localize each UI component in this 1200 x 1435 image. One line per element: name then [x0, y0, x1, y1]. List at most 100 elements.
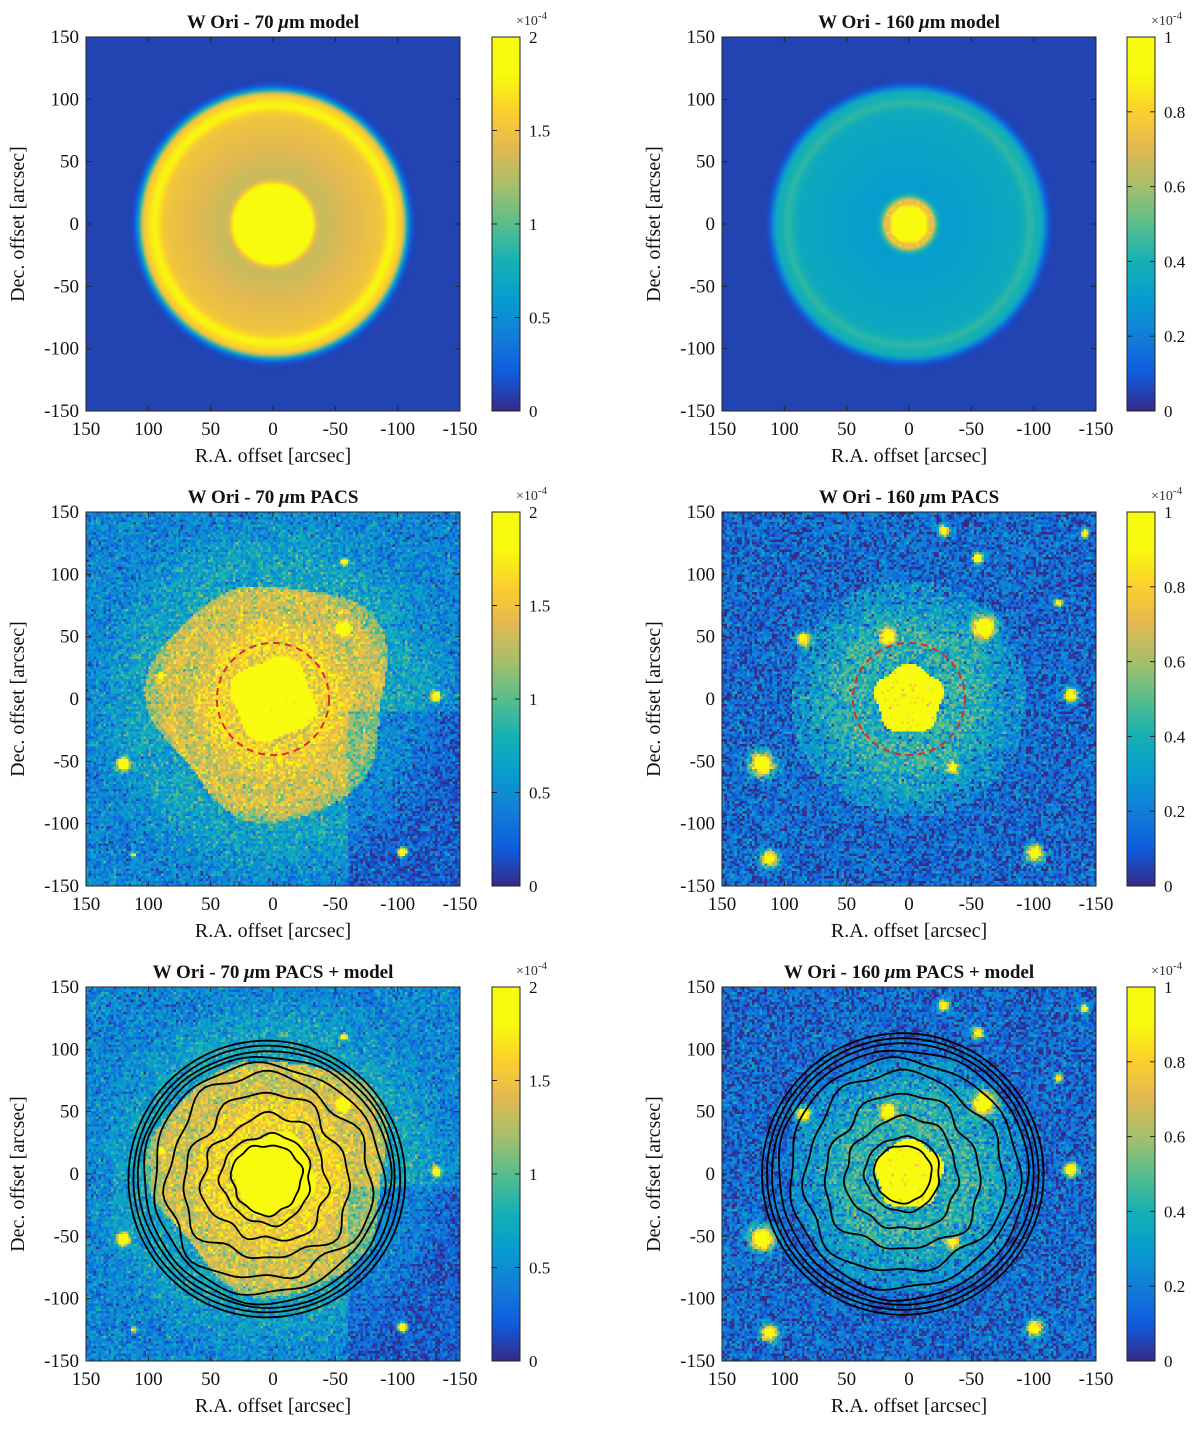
contour-line: [760, 1032, 1045, 1316]
y-tick-label: -50: [54, 276, 79, 297]
dashed-aperture-circle: [851, 641, 967, 757]
colorbar-tick-label: 0.4: [1164, 252, 1186, 271]
x-tick-label: 0: [904, 894, 914, 915]
y-tick-label: 150: [687, 977, 716, 998]
y-tick-label: -150: [44, 876, 79, 897]
y-tick-label: -50: [690, 1226, 715, 1247]
colorbar-tick-label: 0.8: [1164, 578, 1185, 597]
colorbar-tick-label: 1: [1164, 503, 1173, 522]
contour-line: [770, 1042, 1035, 1306]
y-axis-label: Dec. offset [arcsec]: [643, 621, 665, 777]
colorbar-exponent: ×10-4: [516, 10, 548, 29]
panel-p4: 150 100 50 0 -50 -100 -150150100500-50-100-150…: [643, 485, 1186, 942]
colorbar-tick-label: 1: [529, 1165, 538, 1184]
colorbar: [1126, 986, 1156, 1362]
colorbar-tick-label: 1: [529, 690, 538, 709]
x-tick-label: 150: [72, 419, 101, 440]
y-tick-label: 100: [51, 1039, 80, 1060]
contour-line: [777, 1049, 1030, 1302]
panel-title: W Ori - 160 μm PACS: [819, 487, 999, 508]
panel-p2: 150 100 50 0 -50 -100 -150150100500-50-100-150…: [643, 10, 1186, 467]
colorbar-tick-label: 0: [529, 877, 538, 896]
colorbar-tick-label: 0: [1164, 402, 1173, 421]
panel-p5: 150 100 50 0 -50 -100 -150150100500-50-100-150…: [7, 960, 550, 1417]
y-tick-label: 100: [51, 564, 80, 585]
x-axis-label: R.A. offset [arcsec]: [831, 920, 987, 942]
x-tick-label: 150: [708, 419, 737, 440]
y-tick-label: 0: [706, 214, 716, 235]
colorbar-tick-label: 0.2: [1164, 327, 1185, 346]
y-axis-label: Dec. offset [arcsec]: [7, 1096, 29, 1252]
colorbar-tick-label: 0.6: [1164, 178, 1185, 197]
y-tick-label: 50: [696, 627, 715, 648]
colorbar-tick-label: 0.5: [529, 1259, 550, 1278]
colorbar-tick-label: 0.6: [1164, 1128, 1185, 1147]
colorbar-tick-label: 0.4: [1164, 727, 1186, 746]
colorbar-tick-label: 0: [1164, 1352, 1173, 1371]
colorbar-tick-label: 0: [1164, 877, 1173, 896]
x-axis-label: R.A. offset [arcsec]: [195, 1395, 351, 1417]
x-tick-label: 100: [134, 894, 163, 915]
x-tick-label: -50: [323, 1369, 348, 1390]
x-tick-label: -50: [323, 419, 348, 440]
y-tick-label: 100: [687, 89, 716, 110]
y-tick-label: -100: [44, 339, 79, 360]
x-tick-label: -50: [959, 419, 984, 440]
contour-line: [862, 1135, 941, 1214]
colorbar-tick-label: 0.4: [1164, 1202, 1186, 1221]
y-tick-label: 150: [687, 502, 716, 523]
x-tick-label: -50: [959, 1369, 984, 1390]
y-tick-label: 0: [70, 689, 80, 710]
contour-line: [823, 1092, 982, 1250]
y-tick-label: 150: [51, 977, 80, 998]
x-tick-label: 50: [837, 894, 856, 915]
y-tick-label: 50: [60, 152, 79, 173]
colorbar-tick-label: 1: [1164, 978, 1173, 997]
y-tick-label: 150: [51, 27, 80, 48]
y-tick-label: -50: [54, 751, 79, 772]
contour-line: [789, 1056, 1023, 1291]
contour-line: [765, 1037, 1040, 1311]
x-tick-label: 100: [770, 894, 799, 915]
panel-title: W Ori - 160 μm PACS + model: [784, 962, 1034, 983]
y-tick-label: 50: [696, 152, 715, 173]
colorbar-tick-label: 0.8: [1164, 103, 1185, 122]
heatmap-p5: [86, 987, 460, 1361]
x-tick-label: 150: [72, 1369, 101, 1390]
colorbar-exponent: ×10-4: [516, 485, 548, 504]
contour-line: [872, 1145, 933, 1205]
y-tick-label: -100: [680, 814, 715, 835]
x-tick-label: -100: [1016, 894, 1051, 915]
colorbar-tick-label: 1.5: [529, 122, 550, 141]
heatmap-p1: [86, 37, 460, 411]
x-tick-label: 50: [837, 1369, 856, 1390]
y-tick-label: 50: [696, 1102, 715, 1123]
x-tick-label: 0: [268, 894, 278, 915]
x-axis-label: R.A. offset [arcsec]: [831, 445, 987, 467]
x-tick-label: 100: [134, 1369, 163, 1390]
colorbar-tick-label: 2: [529, 28, 538, 47]
contour-line: [127, 1039, 407, 1319]
x-tick-label: 50: [837, 419, 856, 440]
x-tick-label: 50: [201, 894, 220, 915]
y-tick-label: -100: [680, 1289, 715, 1310]
y-axis-label: Dec. offset [arcsec]: [643, 1096, 665, 1252]
x-tick-label: 0: [904, 419, 914, 440]
colorbar-tick-label: 0.5: [529, 784, 550, 803]
x-tick-label: -100: [380, 894, 415, 915]
panel-title: W Ori - 160 μm model: [818, 12, 1000, 33]
x-tick-label: -150: [1079, 894, 1114, 915]
y-tick-label: 0: [70, 214, 80, 235]
dashed-aperture-circle: [215, 641, 331, 757]
colorbar-tick-label: 0.5: [529, 309, 550, 328]
x-tick-label: -150: [1079, 1369, 1114, 1390]
contour-line: [162, 1069, 375, 1280]
y-tick-label: -150: [680, 401, 715, 422]
y-tick-label: -100: [44, 814, 79, 835]
y-tick-label: 100: [687, 564, 716, 585]
colorbar-tick-label: 1: [1164, 28, 1173, 47]
contour-line: [132, 1044, 402, 1314]
colorbar-tick-label: 0: [529, 402, 538, 421]
